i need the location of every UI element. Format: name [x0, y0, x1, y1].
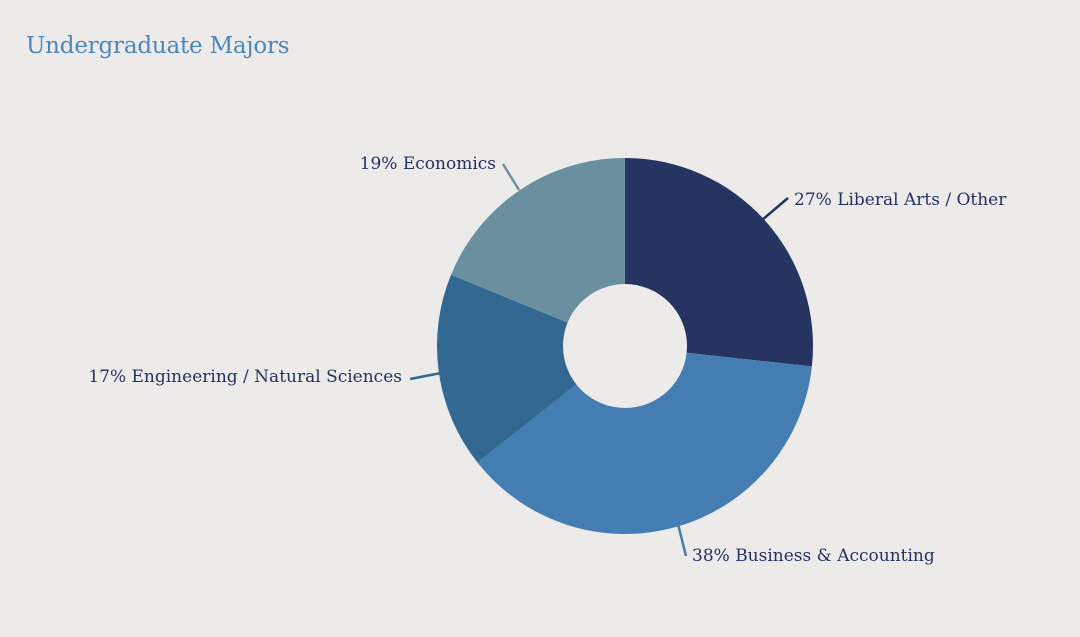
- slice-labels-group: 27% Liberal Arts / Other 38% Business & A…: [88, 154, 1007, 566]
- leader-line: [501, 163, 521, 191]
- donut-hole: [563, 284, 687, 408]
- page-title: Undergraduate Majors: [26, 33, 290, 59]
- leader-line: [761, 197, 789, 221]
- slice-business-accounting: [477, 346, 812, 534]
- slice-label: 19% Economics: [360, 154, 496, 174]
- leader-lines-group: [409, 163, 789, 557]
- leader-line: [675, 519, 688, 557]
- slice-label: 17% Engineering / Natural Sciences: [88, 367, 402, 387]
- leader-line: [409, 371, 442, 381]
- slice-engineering-natural-sciences: [436, 274, 625, 463]
- slice-label: 27% Liberal Arts / Other: [794, 190, 1007, 210]
- slice-label: 38% Business & Accounting: [692, 546, 935, 566]
- slice-economics: [451, 158, 625, 346]
